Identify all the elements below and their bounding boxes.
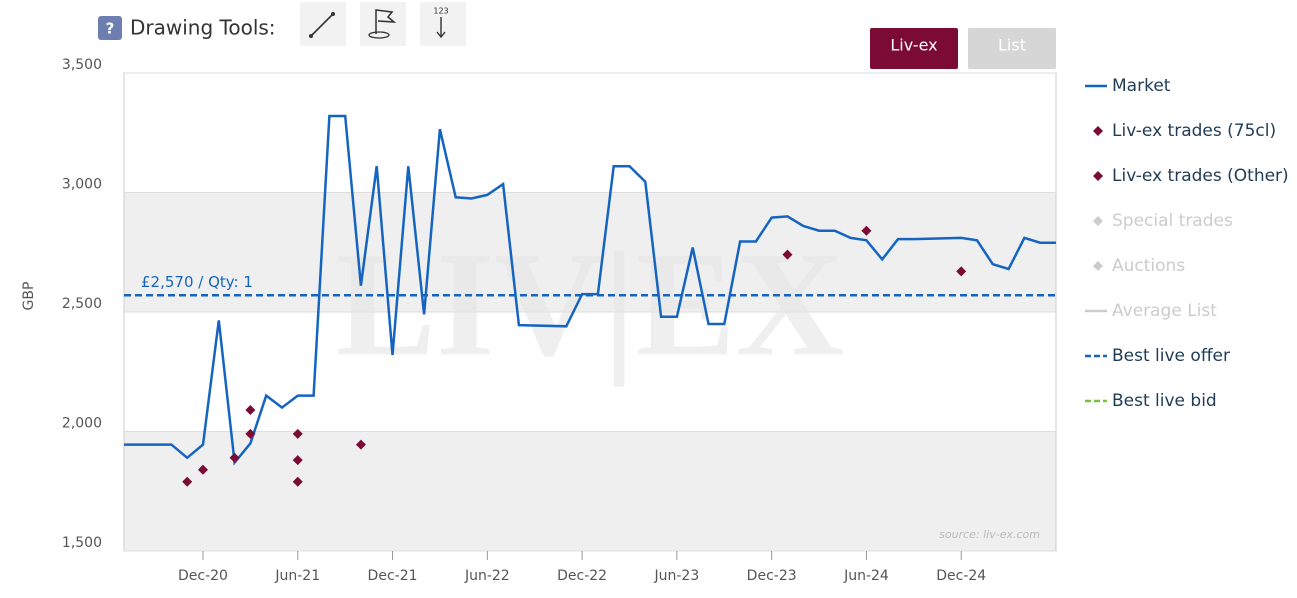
legend-label[interactable]: Liv-ex trades (Other)	[1112, 166, 1289, 186]
x-tick-label: Dec-21	[368, 568, 418, 584]
y-axis-label: GBP	[21, 282, 37, 311]
x-tick-label: Dec-22	[557, 568, 607, 584]
trade-marker	[292, 428, 303, 439]
y-tick-label: 3,500	[62, 57, 102, 73]
trade-marker	[245, 404, 256, 415]
trade-marker	[182, 476, 193, 487]
x-tick-label: Dec-24	[936, 568, 986, 584]
toolbar-label: Drawing Tools:	[130, 16, 276, 40]
trade-marker	[245, 428, 256, 439]
trade-marker	[292, 455, 303, 466]
legend-item[interactable]: Best live offer	[1085, 346, 1230, 366]
button-livex[interactable]	[870, 28, 958, 69]
x-tick-label: Jun-23	[654, 568, 700, 584]
market-line	[124, 114, 1056, 466]
trade-marker	[861, 225, 872, 236]
button-list-text[interactable]: List	[998, 36, 1026, 55]
legend-item[interactable]: Best live bid	[1085, 391, 1217, 411]
y-tick-label: 3,000	[62, 177, 102, 193]
best-offer-label: £2,570 / Qty: 1	[141, 273, 253, 291]
help-icon[interactable]	[98, 16, 122, 40]
watermark: LIV|EX	[336, 221, 844, 387]
source-credit: source: liv-ex.com	[939, 528, 1040, 541]
legend-item[interactable]: Liv-ex trades (75cl)	[1093, 121, 1276, 141]
legend-symbol	[1093, 261, 1103, 271]
legend-item[interactable]: Market	[1085, 76, 1171, 96]
tool-number[interactable]: 123	[420, 2, 466, 46]
button-list[interactable]	[968, 28, 1056, 69]
plot-band	[124, 431, 1056, 551]
trade-marker	[197, 464, 208, 475]
y-tick-label: 1,500	[62, 535, 102, 551]
trade-marker	[292, 476, 303, 487]
trade-marker	[782, 249, 793, 260]
tool-number-text[interactable]: 123	[433, 7, 448, 16]
trade-marker	[229, 452, 240, 463]
legend-label[interactable]: Average List	[1112, 301, 1217, 321]
legend-symbol	[1093, 126, 1103, 136]
legend-item[interactable]: Auctions	[1093, 256, 1185, 276]
trade-marker	[355, 439, 366, 450]
button-livex-text[interactable]: Liv-ex	[890, 36, 937, 55]
x-tick-label: Jun-21	[274, 568, 320, 584]
y-tick-label: 2,500	[62, 296, 102, 312]
legend-label[interactable]: Market	[1112, 76, 1171, 96]
legend-item[interactable]: Average List	[1085, 301, 1217, 321]
legend-item[interactable]: Liv-ex trades (Other)	[1093, 166, 1289, 186]
help-icon-text[interactable]: ?	[106, 20, 115, 38]
legend-label[interactable]: Special trades	[1112, 211, 1233, 231]
x-tick-label: Jun-22	[464, 568, 510, 584]
x-tick-label: Dec-23	[747, 568, 797, 584]
legend-label[interactable]: Liv-ex trades (75cl)	[1112, 121, 1276, 141]
tool-flag[interactable]	[360, 2, 406, 46]
legend-label[interactable]: Auctions	[1112, 256, 1185, 276]
legend-label[interactable]: Best live offer	[1112, 346, 1230, 366]
trade-marker	[956, 266, 967, 277]
legend-symbol	[1093, 216, 1103, 226]
legend-item[interactable]: Special trades	[1093, 211, 1233, 231]
legend-symbol	[1093, 171, 1103, 181]
tool-line[interactable]	[300, 2, 346, 46]
plot-band	[124, 192, 1056, 312]
legend-label[interactable]: Best live bid	[1112, 391, 1217, 411]
x-tick-label: Dec-20	[178, 568, 228, 584]
x-tick-label: Jun-24	[843, 568, 889, 584]
y-tick-label: 2,000	[62, 416, 102, 432]
